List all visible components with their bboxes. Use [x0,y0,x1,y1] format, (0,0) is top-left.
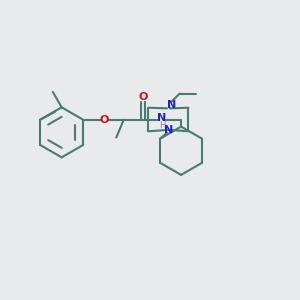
Text: N: N [167,100,176,110]
Text: O: O [100,115,109,125]
Text: H: H [159,121,165,130]
Text: O: O [138,92,148,102]
Text: N: N [157,113,167,123]
Text: N: N [164,125,173,135]
